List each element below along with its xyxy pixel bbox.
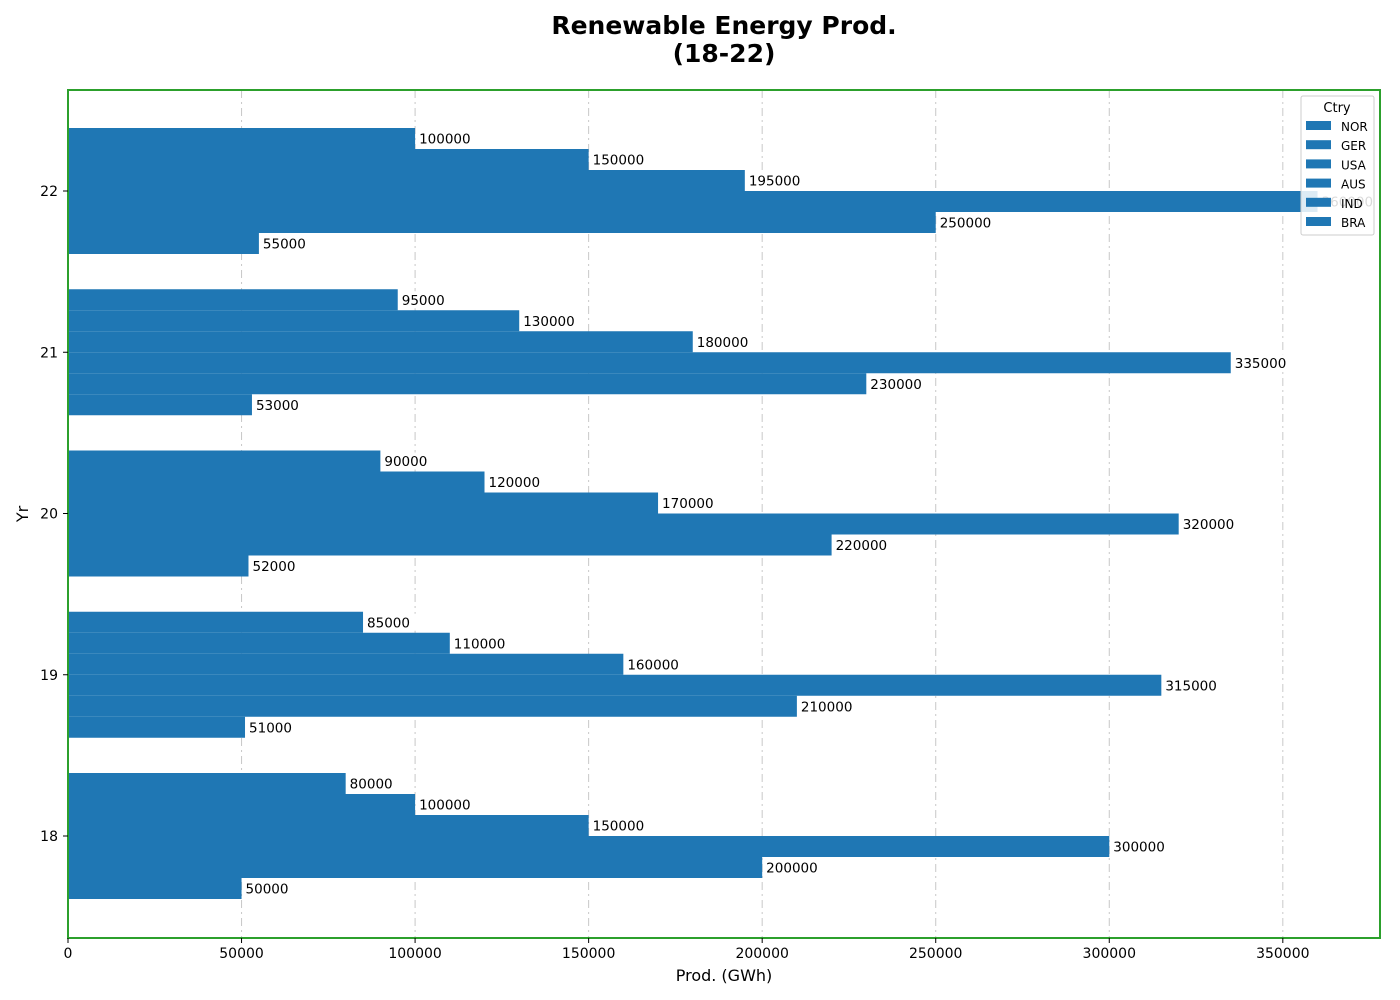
chart-title-line-1: Renewable Energy Prod. (551, 11, 896, 40)
data-label-usa-19: 160000 (627, 657, 679, 673)
data-label-ger-18: 100000 (419, 798, 471, 814)
legend-label-nor: NOR (1341, 120, 1368, 134)
bar-ind-22 (68, 212, 936, 233)
data-label-ind-20: 220000 (836, 538, 888, 554)
bars (68, 128, 1318, 899)
legend-label-ger: GER (1341, 139, 1366, 153)
y-tick-label: 21 (40, 345, 58, 361)
bar-usa-21 (68, 331, 693, 352)
bar-aus-19 (68, 675, 1161, 696)
bar-usa-20 (68, 493, 658, 514)
data-label-nor-18: 80000 (350, 777, 393, 793)
data-label-nor-22: 100000 (419, 132, 471, 148)
data-label-aus-21: 335000 (1235, 356, 1287, 372)
data-label-ger-21: 130000 (523, 314, 575, 330)
bar-ger-18 (68, 794, 415, 815)
bar-ger-19 (68, 633, 450, 654)
bar-aus-22 (68, 191, 1318, 212)
bar-ind-21 (68, 373, 866, 394)
y-axis-label: Yr (13, 505, 32, 523)
x-tick-label: 100000 (388, 946, 441, 962)
bar-usa-19 (68, 654, 623, 675)
data-label-usa-20: 170000 (662, 496, 714, 512)
bar-ger-22 (68, 149, 589, 170)
x-tick-label: 350000 (1256, 946, 1309, 962)
data-label-ger-20: 120000 (489, 475, 541, 491)
x-tick-label: 200000 (735, 946, 788, 962)
bar-bra-19 (68, 717, 245, 738)
legend-swatch-ind (1306, 198, 1331, 207)
data-label-bra-20: 52000 (252, 559, 295, 575)
bar-usa-18 (68, 815, 589, 836)
x-axis-label: Prod. (GWh) (676, 966, 773, 985)
bar-bra-20 (68, 556, 248, 577)
data-label-nor-21: 95000 (402, 293, 445, 309)
y-tick-label: 22 (40, 184, 58, 200)
legend-label-aus: AUS (1341, 178, 1366, 192)
legend-title: Ctry (1323, 101, 1351, 116)
bar-nor-19 (68, 612, 363, 633)
data-label-ind-18: 200000 (766, 861, 818, 877)
legend-swatch-usa (1306, 159, 1331, 168)
bar-ind-19 (68, 696, 797, 717)
data-label-aus-20: 320000 (1183, 517, 1235, 533)
data-label-usa-21: 180000 (697, 335, 749, 351)
bar-bra-18 (68, 878, 242, 899)
data-label-bra-19: 51000 (249, 720, 292, 736)
data-label-usa-22: 195000 (749, 174, 801, 190)
legend: Ctry NOR GER USA AUS IND BRA (1301, 96, 1374, 235)
x-tick-label: 150000 (562, 946, 615, 962)
legend-label-usa: USA (1341, 158, 1367, 172)
bar-nor-18 (68, 773, 346, 794)
legend-label-bra: BRA (1341, 216, 1366, 230)
bar-ger-20 (68, 472, 485, 493)
data-label-usa-18: 150000 (593, 819, 645, 835)
y-tick-label: 18 (40, 829, 58, 845)
data-label-bra-21: 53000 (256, 398, 299, 414)
bar-aus-21 (68, 352, 1231, 373)
x-tick-label: 0 (64, 946, 73, 962)
x-tick-label: 50000 (219, 946, 264, 962)
legend-swatch-nor (1306, 121, 1331, 130)
legend-swatch-ger (1306, 140, 1331, 149)
x-tick-label: 250000 (909, 946, 962, 962)
data-label-nor-19: 85000 (367, 615, 410, 631)
data-label-ind-21: 230000 (870, 377, 922, 393)
y-axis-ticks: 18 19 20 21 22 (40, 184, 68, 845)
chart-title-line-2: (18-22) (673, 39, 776, 68)
bar-usa-22 (68, 170, 745, 191)
x-tick-label: 300000 (1083, 946, 1136, 962)
legend-swatch-bra (1306, 217, 1331, 226)
bar-ger-21 (68, 310, 519, 331)
bar-bra-22 (68, 233, 259, 254)
bar-nor-21 (68, 289, 398, 310)
data-label-ger-19: 110000 (454, 636, 506, 652)
data-label-ind-22: 250000 (940, 216, 992, 232)
bar-nor-20 (68, 451, 380, 472)
y-tick-label: 19 (40, 668, 58, 684)
y-tick-label: 20 (40, 507, 58, 523)
x-axis-ticks: 0 50000 100000 150000 200000 250000 300000 3500… (64, 938, 1310, 962)
data-label-bra-18: 50000 (246, 882, 289, 898)
data-label-aus-18: 300000 (1113, 840, 1165, 856)
data-label-ind-19: 210000 (801, 699, 853, 715)
data-label-ger-22: 150000 (593, 153, 645, 169)
legend-swatch-aus (1306, 179, 1331, 188)
bar-aus-20 (68, 514, 1179, 535)
data-label-aus-19: 315000 (1165, 678, 1217, 694)
bar-ind-20 (68, 535, 832, 556)
bar-nor-22 (68, 128, 415, 149)
bar-ind-18 (68, 857, 762, 878)
bar-aus-18 (68, 836, 1109, 857)
bar-bra-21 (68, 394, 252, 415)
data-label-nor-20: 90000 (384, 454, 427, 470)
legend-label-ind: IND (1341, 197, 1363, 211)
data-label-bra-22: 55000 (263, 237, 306, 253)
